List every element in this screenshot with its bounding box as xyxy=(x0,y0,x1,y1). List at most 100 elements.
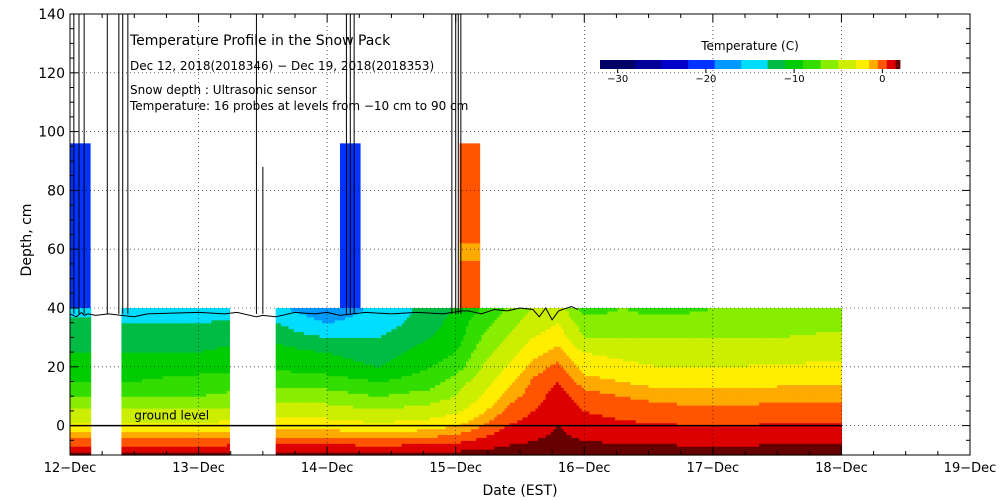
temperature-cell xyxy=(309,322,313,327)
temperature-cell xyxy=(370,360,375,365)
temperature-cell xyxy=(203,346,207,350)
temperature-cell xyxy=(70,446,74,450)
temperature-cell xyxy=(211,316,215,321)
temperature-cell xyxy=(352,399,357,403)
temperature-cell xyxy=(347,425,351,430)
temperature-cell xyxy=(134,384,138,388)
temperature-cell xyxy=(293,387,297,391)
temperature-cell xyxy=(124,431,128,436)
temperature-cell xyxy=(376,440,380,444)
temperature-cell xyxy=(352,405,357,409)
temperature-cell xyxy=(72,416,76,421)
temperature-cell xyxy=(283,393,287,397)
temperature-cell xyxy=(152,346,156,350)
temperature-cell xyxy=(203,396,207,400)
temperature-cell xyxy=(180,431,184,436)
temperature-cell xyxy=(301,399,305,403)
temperature-cell xyxy=(144,325,148,330)
temperature-cell xyxy=(172,443,177,447)
temperature-cell xyxy=(221,381,225,386)
temperature-cell xyxy=(147,322,151,327)
temperature-cell xyxy=(278,413,282,418)
temperature-cell xyxy=(275,352,279,356)
temperature-cell xyxy=(216,316,220,321)
temperature-cell xyxy=(342,413,346,418)
temperature-cell xyxy=(376,425,380,430)
temperature-cell xyxy=(221,431,225,436)
temperature-cell xyxy=(391,407,395,412)
temperature-cell xyxy=(154,328,159,333)
temperature-cell xyxy=(358,413,362,418)
temperature-cell xyxy=(219,308,223,312)
temperature-cell xyxy=(293,434,297,438)
temperature-cell xyxy=(134,308,138,312)
temperature-cell xyxy=(396,431,400,436)
temperature-cell xyxy=(185,384,189,388)
temperature-cell xyxy=(157,355,161,359)
temperature-cell xyxy=(283,360,287,365)
temperature-cell xyxy=(206,322,210,327)
temperature-cell xyxy=(188,449,192,453)
temperature-cell xyxy=(386,343,390,347)
temperature-cell xyxy=(381,355,385,359)
temperature-cell xyxy=(70,452,74,456)
temperature-cell xyxy=(226,410,231,415)
temperature-cell xyxy=(391,387,395,391)
temperature-cell xyxy=(129,419,133,424)
temperature-cell xyxy=(334,310,339,315)
temperature-cell xyxy=(129,357,133,362)
temperature-cell xyxy=(139,352,143,356)
temperature-cell xyxy=(131,440,135,444)
temperature-cell xyxy=(386,440,390,444)
temperature-cell xyxy=(373,334,377,338)
temperature-cell xyxy=(160,331,164,336)
temperature-cell xyxy=(216,319,220,324)
temperature-cell xyxy=(316,405,321,409)
temperature-cell xyxy=(350,369,354,374)
temperature-cell xyxy=(224,419,228,424)
temperature-cell xyxy=(355,446,359,450)
temperature-cell xyxy=(144,352,148,356)
temperature-cell xyxy=(283,375,287,380)
temperature-cell xyxy=(198,387,202,391)
temperature-cell xyxy=(190,340,195,344)
temperature-cell xyxy=(170,437,174,441)
temperature-cell xyxy=(77,343,81,347)
temperature-cell xyxy=(201,440,205,444)
temperature-cell xyxy=(383,331,387,336)
temperature-cell xyxy=(129,410,133,415)
temperature-cell xyxy=(172,396,177,400)
temperature-cell xyxy=(368,346,372,350)
temperature-cell xyxy=(208,407,213,412)
temperature-cell xyxy=(131,443,135,447)
temperature-cell xyxy=(347,390,351,394)
temperature-cell xyxy=(304,369,308,374)
temperature-cell xyxy=(124,437,128,441)
temperature-cell xyxy=(340,346,344,350)
temperature-cell xyxy=(334,349,339,353)
temperature-cell xyxy=(342,375,346,380)
temperature-cell xyxy=(358,331,362,336)
temperature-cell xyxy=(82,422,87,427)
temperature-cell xyxy=(283,357,287,362)
temperature-cell xyxy=(183,313,187,318)
temperature-cell xyxy=(391,416,395,421)
temperature-cell xyxy=(332,313,336,318)
temperature-cell xyxy=(88,328,92,333)
temperature-cell xyxy=(373,434,377,438)
temperature-cell xyxy=(314,334,318,338)
temperature-cell xyxy=(381,410,385,415)
temperature-cell xyxy=(172,349,177,353)
temperature-cell xyxy=(139,452,143,456)
temperature-cell xyxy=(134,419,138,424)
temperature-cell xyxy=(224,437,228,441)
temperature-cell xyxy=(121,428,125,433)
temperature-cell xyxy=(77,357,81,362)
temperature-cell xyxy=(80,378,84,383)
temperature-cell xyxy=(124,413,128,418)
temperature-cell xyxy=(368,331,372,336)
temperature-cell xyxy=(226,346,231,350)
temperature-cell xyxy=(157,349,161,353)
temperature-cell xyxy=(388,425,393,430)
temperature-cell xyxy=(136,425,141,430)
